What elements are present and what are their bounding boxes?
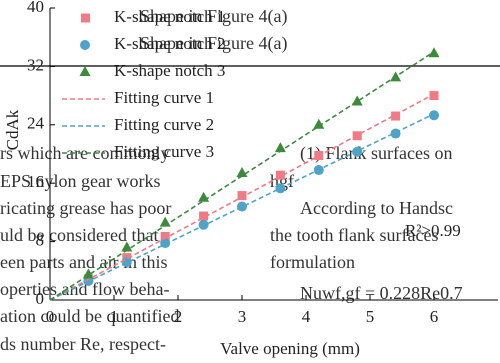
triangle-marker <box>236 166 248 177</box>
document-line: EPS nylon gear works <box>0 171 161 191</box>
document-line: uld be considered that <box>0 225 158 245</box>
circle-marker <box>237 201 247 212</box>
square-marker <box>391 111 401 121</box>
x-tick-label: 4 <box>302 307 311 326</box>
document-line: operties and flow beha- <box>0 279 169 299</box>
circle-marker <box>121 257 132 268</box>
fit-line <box>49 113 435 301</box>
annotation: R²>0.99 <box>405 221 461 240</box>
document-line: een parts and air in this <box>0 252 167 272</box>
document-line: ation could be quantified <box>0 306 179 326</box>
document-line: (1) Flank surfaces on <box>300 143 452 164</box>
triangle-marker <box>198 191 210 202</box>
y-tick-label: 8 <box>36 231 45 250</box>
x-tick-label: 1 <box>110 307 119 326</box>
legend-swatch <box>80 40 90 50</box>
document-line: Shape in Figure 4(a) <box>140 6 287 27</box>
legend-label: Fitting curve 1 <box>114 88 214 107</box>
x-tick-label: 3 <box>238 307 247 326</box>
legend-label: Fitting curve 3 <box>114 142 214 161</box>
legend-swatch <box>79 66 91 76</box>
document-text: rs which are commonly EPS nylon gear work… <box>0 6 463 354</box>
document-line: ricating grease has poor <box>0 198 171 218</box>
square-marker <box>429 91 439 101</box>
document-line: ds number Re, respect- <box>0 334 166 354</box>
document-line: Nuwf,gf = 0.228Re0.7 <box>300 283 463 303</box>
circle-marker <box>429 110 439 121</box>
circle-marker <box>352 146 363 157</box>
x-tick-label: 2 <box>174 307 183 326</box>
legend-label: Fitting curve 2 <box>114 115 214 134</box>
triangle-marker <box>82 268 94 279</box>
triangle-marker <box>313 118 325 129</box>
circle-marker <box>160 238 171 249</box>
x-axis-label: Valve opening (mm) <box>220 339 360 358</box>
document-line: the tooth flank surfaces <box>270 225 438 245</box>
triangle-marker <box>274 142 286 153</box>
legend-label: K-shape notch 3 <box>114 61 225 80</box>
square-marker <box>199 211 209 221</box>
y-axis-label: CdAk <box>3 109 22 150</box>
legend-swatch <box>81 13 90 23</box>
square-marker <box>160 231 170 241</box>
legend-label: K-shape notch 1 <box>114 7 225 26</box>
y-tick-label: 0 <box>36 289 45 308</box>
document-line: Shape in Figure 4(a) <box>140 33 287 54</box>
y-tick-label: 32 <box>27 55 44 74</box>
fit-line <box>49 51 435 301</box>
fit-line <box>49 93 435 301</box>
document-line: formulation <box>270 252 355 272</box>
x-tick-label: 6 <box>430 307 439 326</box>
x-tick-label: 5 <box>366 307 375 326</box>
y-tick-label: 40 <box>27 0 44 16</box>
square-marker <box>275 170 285 180</box>
document-line: rs which are commonly <box>0 143 169 163</box>
triangle-marker <box>121 241 133 252</box>
x-tick-label: 0 <box>46 307 55 326</box>
y-tick-label: 24 <box>27 114 45 133</box>
chart: 0 8 16 24 32 40 0 1 2 3 4 5 6 Valve opening (mm) CdAk R… <box>3 0 498 358</box>
square-marker <box>237 191 247 201</box>
y-tick-label: 16 <box>27 172 44 191</box>
document-line: According to Handsc <box>300 198 453 218</box>
legend-label: K-shape notch 2 <box>114 34 225 53</box>
